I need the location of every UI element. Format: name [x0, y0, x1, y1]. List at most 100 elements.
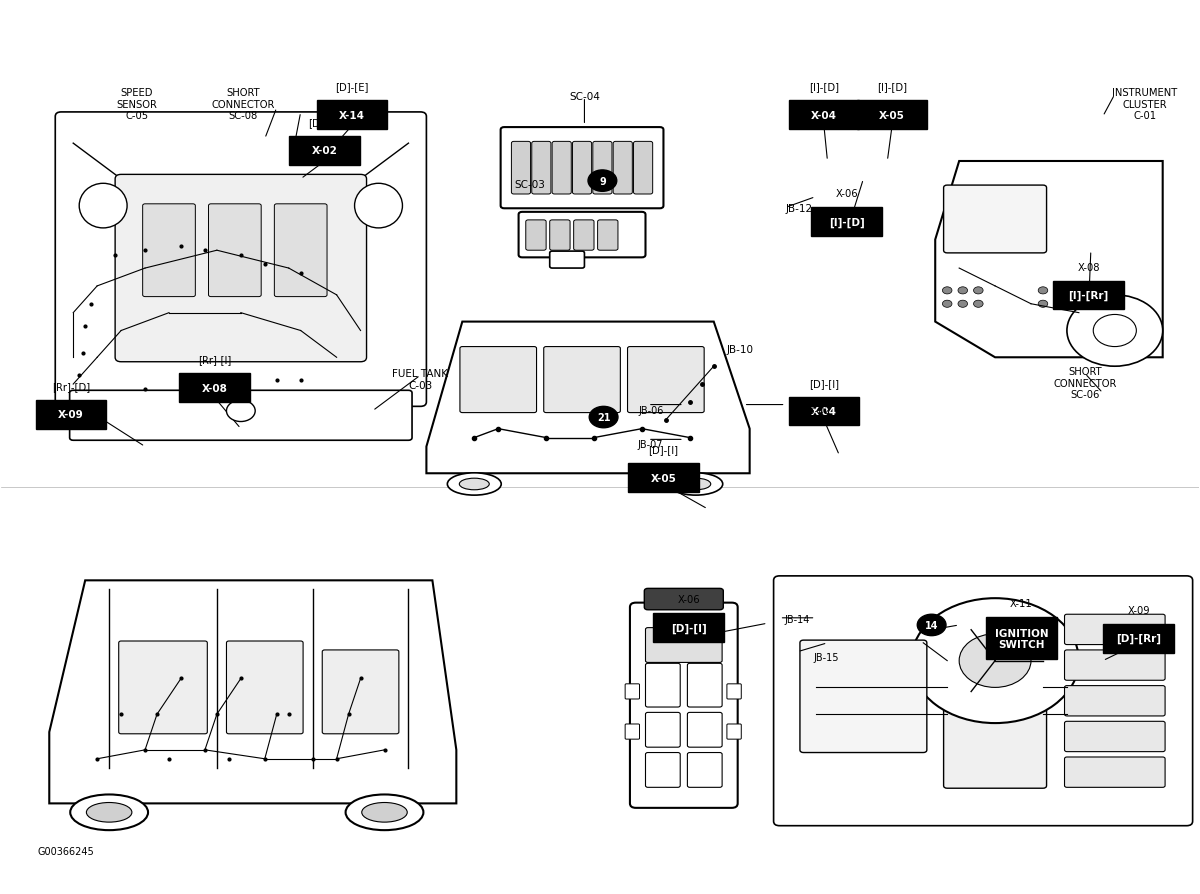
- Ellipse shape: [448, 473, 502, 495]
- FancyBboxPatch shape: [688, 753, 722, 788]
- FancyBboxPatch shape: [646, 628, 722, 662]
- Circle shape: [1067, 296, 1163, 367]
- Text: 14: 14: [925, 620, 938, 630]
- FancyBboxPatch shape: [1064, 650, 1165, 680]
- FancyBboxPatch shape: [1064, 721, 1165, 752]
- Polygon shape: [935, 162, 1163, 358]
- FancyBboxPatch shape: [788, 397, 859, 426]
- FancyBboxPatch shape: [511, 142, 530, 195]
- Text: JB-12: JB-12: [786, 204, 812, 214]
- Ellipse shape: [354, 184, 402, 229]
- FancyBboxPatch shape: [289, 137, 360, 165]
- FancyBboxPatch shape: [544, 347, 620, 413]
- Ellipse shape: [86, 803, 132, 822]
- FancyBboxPatch shape: [550, 221, 570, 251]
- Text: [D]-[Rr]: [D]-[Rr]: [1116, 634, 1162, 644]
- Text: X-14: X-14: [340, 111, 365, 121]
- FancyBboxPatch shape: [628, 347, 704, 413]
- FancyBboxPatch shape: [1104, 624, 1174, 653]
- FancyBboxPatch shape: [55, 113, 426, 407]
- Text: 21: 21: [596, 413, 611, 423]
- FancyBboxPatch shape: [653, 613, 724, 642]
- Circle shape: [227, 401, 256, 422]
- FancyBboxPatch shape: [646, 753, 680, 788]
- Text: G00366245: G00366245: [37, 847, 94, 856]
- FancyBboxPatch shape: [526, 221, 546, 251]
- FancyBboxPatch shape: [552, 142, 571, 195]
- FancyBboxPatch shape: [1064, 757, 1165, 788]
- FancyBboxPatch shape: [179, 374, 250, 402]
- Text: JB-15: JB-15: [814, 652, 839, 662]
- Ellipse shape: [680, 478, 710, 490]
- Text: [Rr]-[D]: [Rr]-[D]: [52, 382, 90, 392]
- FancyBboxPatch shape: [460, 347, 536, 413]
- Circle shape: [1093, 315, 1136, 347]
- FancyBboxPatch shape: [143, 205, 196, 298]
- FancyBboxPatch shape: [227, 641, 304, 734]
- Text: [D]-[I]: [D]-[I]: [648, 445, 678, 455]
- Text: JB-07: JB-07: [638, 440, 664, 450]
- FancyBboxPatch shape: [532, 142, 551, 195]
- Text: JB-10: JB-10: [726, 344, 754, 355]
- Text: SHORT
CONNECTOR
SC-08: SHORT CONNECTOR SC-08: [211, 88, 275, 121]
- Text: X-08: X-08: [202, 384, 228, 393]
- Text: INSTRUMENT
CLUSTER
C-01: INSTRUMENT CLUSTER C-01: [1112, 88, 1177, 121]
- Text: X-09: X-09: [58, 410, 84, 420]
- FancyBboxPatch shape: [119, 641, 208, 734]
- Text: [D]-[I]: [D]-[I]: [809, 378, 839, 388]
- FancyBboxPatch shape: [613, 142, 632, 195]
- Text: [D]-[I]: [D]-[I]: [671, 623, 707, 633]
- FancyBboxPatch shape: [688, 713, 722, 747]
- FancyBboxPatch shape: [36, 401, 106, 429]
- Text: [D]-[F]: [D]-[F]: [308, 118, 341, 128]
- Circle shape: [942, 288, 952, 295]
- Text: [I]-[D]: [I]-[D]: [809, 82, 839, 92]
- FancyBboxPatch shape: [688, 663, 722, 707]
- FancyBboxPatch shape: [986, 618, 1057, 660]
- Ellipse shape: [71, 795, 148, 831]
- Circle shape: [1054, 301, 1063, 308]
- Circle shape: [958, 301, 967, 308]
- Text: SPEED
SENSOR
C-05: SPEED SENSOR C-05: [116, 88, 157, 121]
- Text: X-09: X-09: [1128, 605, 1150, 615]
- Text: X-05: X-05: [880, 111, 905, 121]
- FancyBboxPatch shape: [630, 603, 738, 808]
- FancyBboxPatch shape: [598, 221, 618, 251]
- FancyBboxPatch shape: [943, 186, 1046, 254]
- Circle shape: [1054, 288, 1063, 295]
- Circle shape: [959, 634, 1031, 687]
- FancyBboxPatch shape: [634, 142, 653, 195]
- Circle shape: [1069, 288, 1079, 295]
- Circle shape: [973, 288, 983, 295]
- Circle shape: [1069, 301, 1079, 308]
- Circle shape: [911, 598, 1079, 723]
- FancyBboxPatch shape: [857, 101, 928, 130]
- Ellipse shape: [346, 795, 424, 831]
- FancyBboxPatch shape: [574, 221, 594, 251]
- FancyBboxPatch shape: [646, 663, 680, 707]
- Circle shape: [942, 301, 952, 308]
- Text: X-04: X-04: [811, 111, 836, 121]
- FancyBboxPatch shape: [628, 464, 698, 493]
- FancyBboxPatch shape: [800, 640, 926, 753]
- FancyBboxPatch shape: [727, 684, 742, 699]
- FancyBboxPatch shape: [115, 175, 366, 362]
- Text: X-11: X-11: [1010, 599, 1033, 609]
- Text: FUEL TANK
C-03: FUEL TANK C-03: [392, 368, 449, 390]
- Text: X-06: X-06: [835, 190, 858, 199]
- Text: SC-03: SC-03: [514, 180, 545, 190]
- FancyBboxPatch shape: [1064, 686, 1165, 716]
- Text: 9: 9: [599, 176, 606, 187]
- Text: SHORT
CONNECTOR
SC-06: SHORT CONNECTOR SC-06: [1054, 367, 1116, 400]
- FancyBboxPatch shape: [209, 205, 262, 298]
- Circle shape: [1038, 288, 1048, 295]
- Text: X-02: X-02: [312, 146, 337, 156]
- Text: [I]-[Rr]: [I]-[Rr]: [1068, 291, 1109, 300]
- Text: IGNITION
SWITCH: IGNITION SWITCH: [995, 628, 1049, 649]
- Text: [I]-[D]: [I]-[D]: [829, 217, 864, 228]
- FancyBboxPatch shape: [500, 128, 664, 209]
- FancyBboxPatch shape: [727, 724, 742, 739]
- Circle shape: [589, 407, 618, 428]
- Circle shape: [917, 614, 946, 636]
- Text: X-08: X-08: [1078, 262, 1099, 273]
